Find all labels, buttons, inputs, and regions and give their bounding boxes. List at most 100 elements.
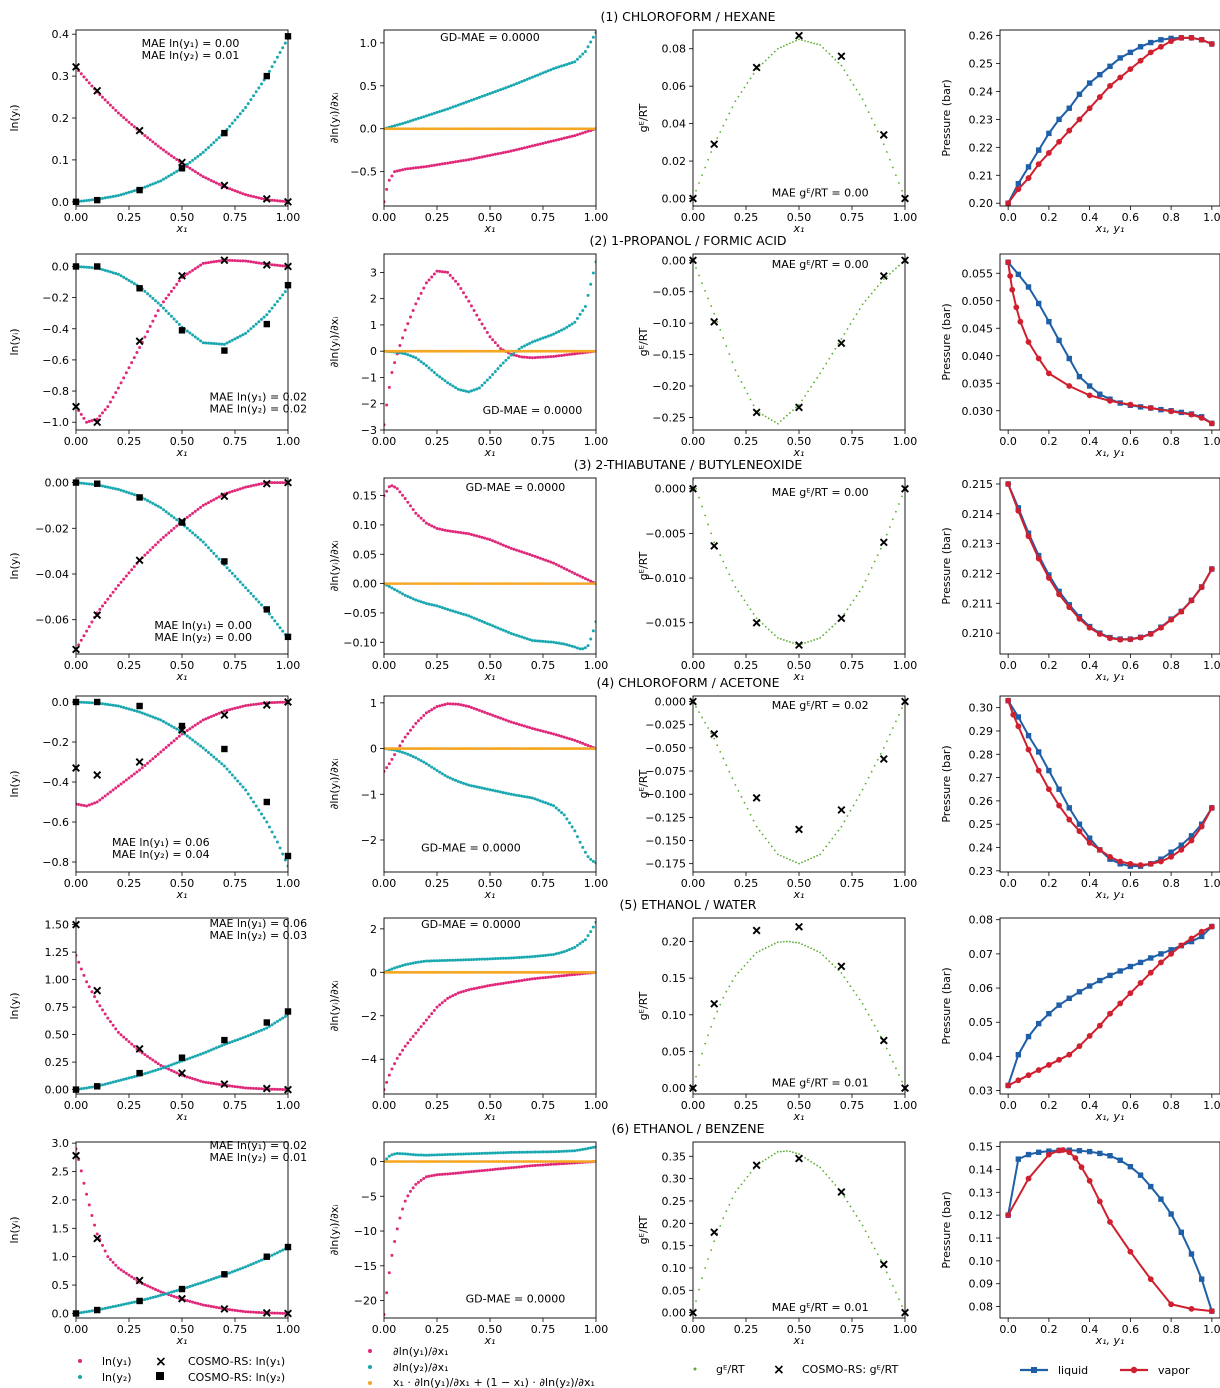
series-point <box>446 529 450 533</box>
series-point <box>414 511 418 515</box>
y-tick-label: −1.0 <box>42 416 69 429</box>
series-point <box>490 747 494 750</box>
series-point <box>401 127 405 131</box>
series-point <box>241 192 245 196</box>
series-point <box>114 704 118 708</box>
series-point <box>813 948 816 951</box>
series-point <box>427 1160 430 1163</box>
series-point <box>483 536 487 540</box>
series-point <box>244 586 248 590</box>
series-point <box>467 783 471 787</box>
series-point <box>461 349 464 353</box>
y-tick-label: 0.03 <box>969 1085 994 1098</box>
series-point <box>193 1283 197 1287</box>
y-tick-label: −15 <box>354 1260 377 1273</box>
series-point <box>111 703 115 707</box>
series-point <box>531 1160 534 1163</box>
series-point <box>244 193 248 197</box>
cosmo-cross-marker <box>710 140 719 149</box>
series-point <box>549 139 553 143</box>
series-point <box>578 574 582 578</box>
vapor-marker <box>1010 711 1017 718</box>
series-point <box>480 985 484 989</box>
data-layer <box>76 258 288 424</box>
x-tick-label: 0.00 <box>681 1323 706 1336</box>
x-tick-label: 0.8 <box>1162 1323 1180 1336</box>
y-axis-label: ∂ln(yᵢ)/∂xᵢ <box>328 541 341 592</box>
series-point <box>740 91 743 93</box>
series-point <box>528 977 532 981</box>
series-point <box>124 574 128 578</box>
cosmo-cross-marker <box>752 793 761 802</box>
series-point <box>867 776 870 779</box>
vapor-marker <box>1198 584 1205 591</box>
legend-derivative: ∂ln(y₁)/∂x₁ ∂ln(y₂)/∂x₁ x₁ · ∂ln(y₁)/∂x₁… <box>368 1345 595 1388</box>
series-point <box>431 582 435 585</box>
x-tick-label: 0.8 <box>1162 1099 1180 1112</box>
series-point <box>843 69 846 72</box>
series-point <box>589 282 593 286</box>
series-point <box>544 730 548 734</box>
series-point <box>541 970 545 974</box>
cosmo-square-marker <box>284 33 292 40</box>
series-point <box>558 747 562 750</box>
liquid-marker <box>1117 968 1123 974</box>
series-point <box>175 1295 179 1299</box>
series-point <box>406 120 410 124</box>
series-point <box>79 481 83 485</box>
series-point <box>204 1080 208 1084</box>
series-point <box>538 954 542 958</box>
series-point <box>475 156 479 160</box>
series-point <box>393 361 397 365</box>
series-point <box>861 586 864 588</box>
series-point <box>536 976 540 980</box>
y-axis-label: ln(yᵢ) <box>8 770 21 797</box>
series-point <box>159 538 163 542</box>
series-point <box>557 329 561 333</box>
series-point <box>477 318 481 322</box>
series-point <box>164 1292 168 1296</box>
series-point <box>545 349 549 353</box>
series-point <box>185 734 189 738</box>
liquid-marker <box>1066 805 1072 811</box>
series-point <box>755 951 758 954</box>
series-point <box>386 582 390 585</box>
series-point <box>719 554 722 556</box>
series-point <box>416 1153 420 1157</box>
series-point <box>172 1289 176 1293</box>
series-point <box>132 493 136 497</box>
y-tick-label: 3 <box>370 266 377 279</box>
vapor-marker <box>1208 41 1215 47</box>
cosmo-square-marker <box>263 72 270 80</box>
series-point <box>454 702 458 706</box>
y-tick-label: 0.30 <box>662 1173 687 1186</box>
series-point <box>746 392 749 395</box>
series-point <box>876 130 879 133</box>
series-point <box>249 98 253 102</box>
series-point <box>422 165 426 169</box>
series-point <box>222 342 226 346</box>
series-point <box>388 747 392 750</box>
series-point <box>422 362 426 366</box>
series-point <box>507 956 511 960</box>
annotation-text: MAE gᴱ/RT = 0.00 <box>772 486 869 499</box>
series-point <box>549 640 553 644</box>
series-point <box>795 861 797 864</box>
series-point <box>146 713 150 717</box>
series-point <box>456 747 460 750</box>
cosmo-cross-marker <box>284 1085 292 1094</box>
y-axis-label: gᴱ/RT <box>637 1215 650 1244</box>
series-point <box>191 1077 195 1081</box>
chart-panel: 0.0 0.2 0.4 0.6 0.8 1.00.200.210.220.230.240.… <box>940 29 1220 235</box>
series-point <box>492 582 496 585</box>
series-point <box>533 349 536 353</box>
x-axis-label: x₁, y₁ <box>1095 888 1125 901</box>
series-point <box>488 582 492 585</box>
y-tick-label: −4 <box>361 1053 377 1066</box>
series-point <box>485 622 489 626</box>
x-tick-label: 0.50 <box>170 1323 195 1336</box>
series-point <box>581 970 585 974</box>
series-point <box>557 65 561 69</box>
legend-gd-marker <box>368 1381 372 1385</box>
